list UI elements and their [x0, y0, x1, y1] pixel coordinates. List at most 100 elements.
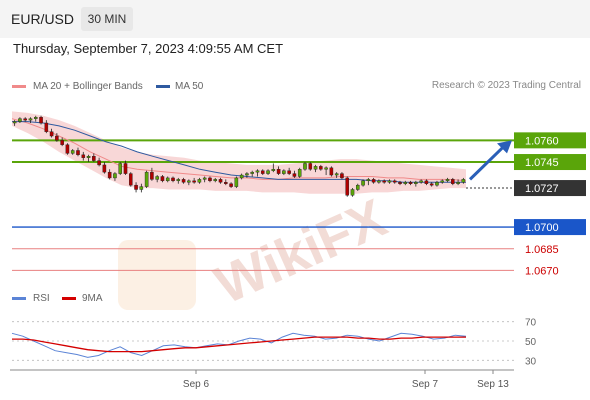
candle-body [197, 179, 202, 183]
candle-body [297, 169, 302, 177]
candle-body [229, 183, 233, 187]
candle-body [403, 182, 408, 184]
ma50-legend-swatch [156, 85, 170, 88]
support-label-5: 1.0670 [525, 265, 559, 277]
candle-body [187, 180, 191, 183]
current-price-box [514, 180, 586, 197]
support-label-3: 1.0700 [525, 222, 559, 234]
candle-body [102, 164, 107, 173]
rsi-ma-line [12, 336, 466, 353]
candle-body [118, 163, 123, 174]
candle-body [97, 160, 101, 166]
candle-body [123, 163, 128, 174]
resistance-box-0 [514, 132, 586, 149]
resistance-label-0: 1.0760 [525, 135, 559, 147]
ma20-line [11, 118, 467, 182]
candle-body [250, 171, 254, 174]
candle-body [18, 118, 22, 122]
candle-body [424, 180, 429, 184]
candle-body [12, 121, 17, 124]
copyright-text: Research © 2023 Trading Central [431, 80, 581, 91]
support-box-3 [514, 219, 586, 236]
candle-body [28, 118, 33, 121]
candle-body [408, 182, 413, 184]
candle-body [55, 135, 59, 141]
candle-body [419, 180, 423, 183]
candle-body [287, 170, 291, 174]
candle-body [371, 179, 376, 183]
candle-body [398, 182, 402, 184]
candle-body [171, 177, 175, 182]
candle-body [445, 179, 450, 182]
rsi-tick-label: 70 [525, 318, 537, 329]
candle-body [435, 182, 439, 186]
symbol-label: EUR/USD [11, 11, 75, 27]
candle-body [245, 173, 249, 176]
candle-body [65, 144, 70, 154]
rsi-legend-label: RSI [33, 293, 50, 304]
candle-body [60, 140, 64, 145]
candle-body [218, 179, 223, 183]
candle-body [308, 163, 313, 170]
ma9-legend-label: 9MA [82, 293, 103, 304]
chart-datetime: Thursday, September 7, 2023 4:09:55 AM C… [13, 41, 284, 56]
candle-body [319, 166, 323, 170]
candle-body [451, 179, 455, 184]
candle-body [350, 189, 355, 196]
candle-body [165, 177, 170, 182]
timeframe-button[interactable]: 30 MIN [81, 7, 133, 31]
candle-body [49, 131, 54, 137]
current-price-label: 1.0727 [525, 183, 559, 195]
candle-body [340, 173, 344, 179]
candle-body [292, 173, 297, 177]
candle-body [334, 173, 339, 176]
ma20-legend-swatch [12, 85, 26, 88]
candle-body [113, 173, 117, 179]
candle-body [192, 180, 196, 183]
candle-body [382, 180, 386, 183]
candle-body [324, 167, 328, 170]
candle-body [234, 177, 239, 187]
candle-body [33, 117, 38, 119]
ma50-legend-label: MA 50 [175, 81, 204, 92]
candle-body [134, 184, 138, 190]
candle-body [461, 179, 466, 183]
rsi-line [11, 332, 467, 358]
candle-body [345, 177, 350, 196]
candle-body [202, 177, 207, 180]
ma9-legend-swatch [62, 297, 76, 300]
candle-body [44, 122, 49, 132]
candle-body [329, 167, 334, 176]
candle-body [276, 169, 281, 174]
candle-body [313, 166, 318, 170]
ma20-legend-label: MA 20 + Bollinger Bands [33, 81, 143, 92]
candle-body [282, 170, 286, 174]
watermark-logo [118, 240, 196, 310]
candle-body [128, 173, 133, 186]
candle-body [414, 182, 418, 184]
candle-body [456, 182, 460, 184]
candle-body [208, 177, 212, 182]
rsi-legend-swatch [12, 297, 26, 300]
x-tick-label: Sep 13 [477, 379, 509, 390]
candle-body [86, 156, 91, 158]
x-tick-label: Sep 6 [183, 379, 210, 390]
candle-body [23, 118, 27, 121]
resistance-label-1: 1.0745 [525, 157, 559, 169]
candle-body [181, 179, 186, 183]
candle-body [81, 154, 86, 158]
support-label-4: 1.0685 [525, 244, 559, 256]
candle-body [271, 169, 276, 171]
candle-body [239, 174, 244, 179]
rsi-tick-label: 50 [525, 337, 537, 348]
projection-arrow-shaft [468, 144, 507, 181]
candle-body [76, 150, 80, 156]
candle-body [213, 179, 218, 182]
candle-body [266, 170, 270, 174]
candle-body [377, 180, 381, 183]
candle-body [392, 180, 397, 183]
candle-body [361, 180, 365, 186]
candle-body [366, 179, 371, 182]
candle-body [144, 171, 149, 187]
